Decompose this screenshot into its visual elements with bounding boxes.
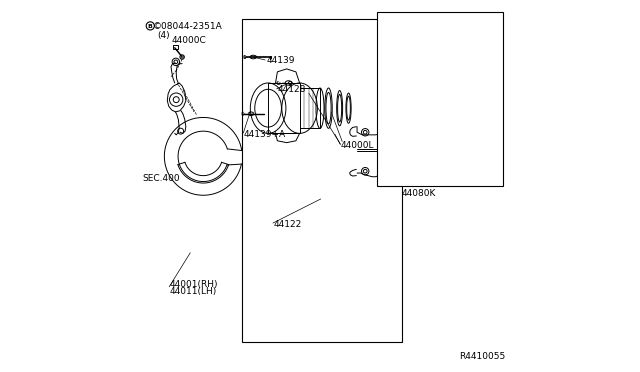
Text: 44000L: 44000L bbox=[340, 141, 374, 150]
Text: ©08044-2351A: ©08044-2351A bbox=[153, 22, 223, 31]
Text: 44139+A: 44139+A bbox=[244, 129, 286, 139]
Text: SEC.400: SEC.400 bbox=[143, 174, 180, 183]
Text: R4410055: R4410055 bbox=[459, 352, 505, 361]
Bar bbox=[242, 19, 401, 341]
Bar bbox=[445, 34, 456, 54]
Text: B: B bbox=[148, 24, 153, 29]
Text: 44001(RH): 44001(RH) bbox=[170, 280, 218, 289]
Text: 44000C: 44000C bbox=[172, 36, 207, 45]
Text: 44128: 44128 bbox=[277, 85, 306, 94]
Text: (4): (4) bbox=[157, 31, 170, 41]
Bar bbox=[378, 12, 504, 186]
Bar bbox=[173, 45, 178, 49]
Bar bbox=[411, 31, 424, 53]
Bar bbox=[385, 31, 396, 51]
Text: 44139: 44139 bbox=[266, 56, 295, 65]
Text: 44011(LH): 44011(LH) bbox=[170, 287, 217, 296]
Text: 44080K: 44080K bbox=[401, 189, 436, 198]
Text: 44000K: 44000K bbox=[440, 67, 475, 76]
Text: 44122: 44122 bbox=[274, 221, 302, 230]
